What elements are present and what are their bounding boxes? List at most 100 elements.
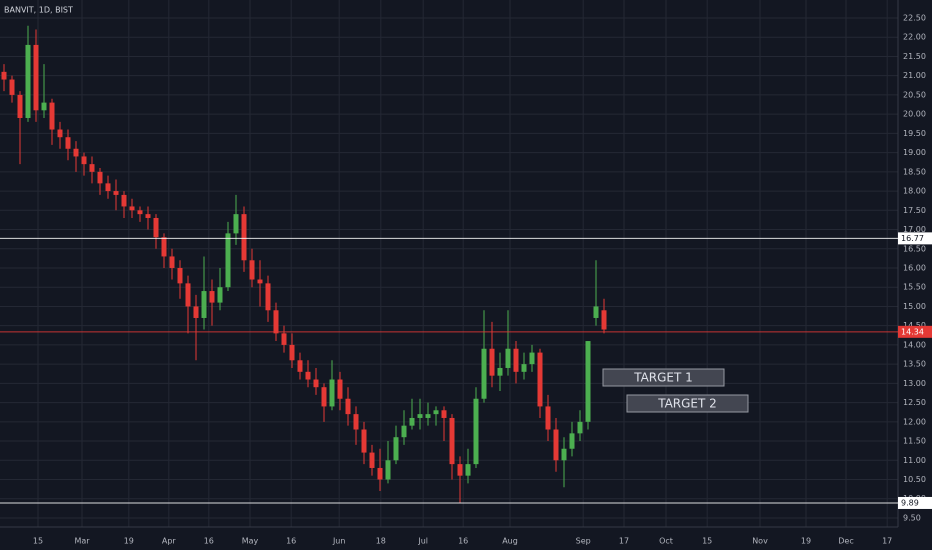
- candle-body: [561, 448, 567, 461]
- candle-body: [49, 102, 55, 130]
- y-tick-label: 22.50: [903, 13, 926, 22]
- candle-body: [393, 437, 399, 461]
- y-tick-label: 15.00: [903, 302, 926, 311]
- candle-body: [289, 344, 295, 361]
- y-tick-label: 15.50: [903, 283, 926, 292]
- candle-body: [577, 421, 583, 434]
- y-tick-label: 14.50: [903, 321, 926, 330]
- candle-body: [593, 306, 599, 318]
- target-box: [626, 394, 749, 413]
- candle-body: [529, 352, 535, 365]
- candle-body: [297, 360, 303, 372]
- candle-body: [513, 348, 519, 372]
- candle-body: [137, 210, 143, 215]
- candle-body: [153, 217, 159, 238]
- candle-body: [433, 410, 439, 415]
- candle-body: [161, 237, 167, 257]
- candle-body: [417, 414, 423, 418]
- candle-body: [481, 348, 487, 399]
- candle-body: [105, 183, 111, 192]
- price-label: 16.77: [901, 234, 924, 243]
- price-label: 14.34: [901, 327, 924, 336]
- candle-body: [241, 214, 247, 261]
- candle-body: [313, 379, 319, 388]
- price-label: 9.89: [901, 498, 919, 507]
- candle-body: [409, 417, 415, 426]
- x-tick-label: 17: [619, 537, 629, 546]
- candle-body: [473, 398, 479, 465]
- x-tick-label: Aug: [502, 537, 518, 546]
- y-tick-label: 9.50: [903, 513, 921, 522]
- x-tick-label: 16: [286, 537, 296, 546]
- candle-body: [521, 364, 527, 372]
- price-label-box: [898, 232, 932, 245]
- candle-body: [41, 102, 47, 111]
- y-tick-label: 18.50: [903, 167, 926, 176]
- y-tick-label: 14.00: [903, 340, 926, 349]
- candle-body: [401, 425, 407, 438]
- candle-body: [537, 352, 543, 407]
- candle-body: [281, 333, 287, 345]
- candle-body: [217, 287, 223, 303]
- y-tick-label: 13.00: [903, 379, 926, 388]
- price-label-box: [898, 325, 932, 338]
- candle-body: [545, 406, 551, 430]
- candle-body: [57, 129, 63, 138]
- candle-body: [601, 310, 607, 330]
- x-tick-label: Oct: [659, 537, 673, 546]
- candle-body: [569, 433, 575, 449]
- candle-body: [81, 156, 87, 165]
- candle-body: [345, 398, 351, 415]
- y-tick-label: 17.50: [903, 206, 926, 215]
- candle-body: [201, 291, 207, 318]
- x-tick-label: Dec: [838, 537, 853, 546]
- candle-body: [497, 367, 503, 376]
- x-tick-label: 19: [801, 537, 811, 546]
- y-tick-label: 19.50: [903, 129, 926, 138]
- plot: [1, 25, 607, 503]
- y-tick-label: 21.50: [903, 52, 926, 61]
- y-tick-label: 16.00: [903, 263, 926, 272]
- grid: [0, 0, 898, 527]
- candle-body: [225, 233, 231, 288]
- x-tick-label: Sep: [576, 537, 591, 546]
- candle-body: [273, 310, 279, 334]
- x-tick-label: Jun: [332, 537, 346, 546]
- candle-body: [305, 371, 311, 380]
- candle-body: [73, 148, 79, 157]
- candle-body: [177, 267, 183, 284]
- candle-body: [113, 191, 119, 195]
- x-tick-label: 18: [376, 537, 386, 546]
- y-tick-label: 20.50: [903, 90, 926, 99]
- candle-body: [441, 410, 447, 418]
- candle-body: [377, 467, 383, 480]
- candle-body: [233, 214, 239, 234]
- candle-body: [25, 44, 31, 118]
- y-tick-label: 11.00: [903, 456, 926, 465]
- y-tick-label: 13.50: [903, 360, 926, 369]
- target-label: TARGET 2: [657, 397, 717, 411]
- y-tick-label: 16.50: [903, 244, 926, 253]
- candle-body: [457, 464, 463, 476]
- x-tick-label: Jul: [417, 537, 428, 546]
- candle-body: [9, 79, 15, 95]
- x-tick-label: Nov: [752, 537, 768, 546]
- candle-body: [385, 460, 391, 480]
- candle-body: [553, 429, 559, 461]
- x-tick-label: Apr: [162, 537, 177, 546]
- x-tick-label: 15: [702, 537, 712, 546]
- x-tick-label: 19: [124, 537, 134, 546]
- candle-body: [97, 171, 103, 184]
- candle-body: [193, 306, 199, 318]
- candle-body: [65, 137, 71, 149]
- candle-body: [209, 291, 215, 303]
- candle-body: [465, 464, 471, 476]
- candle-body: [89, 164, 95, 172]
- candle-body: [17, 94, 23, 118]
- y-tick-label: 21.00: [903, 71, 926, 80]
- candle-body: [489, 348, 495, 376]
- candle-body: [505, 348, 511, 368]
- y-tick-label: 18.00: [903, 187, 926, 196]
